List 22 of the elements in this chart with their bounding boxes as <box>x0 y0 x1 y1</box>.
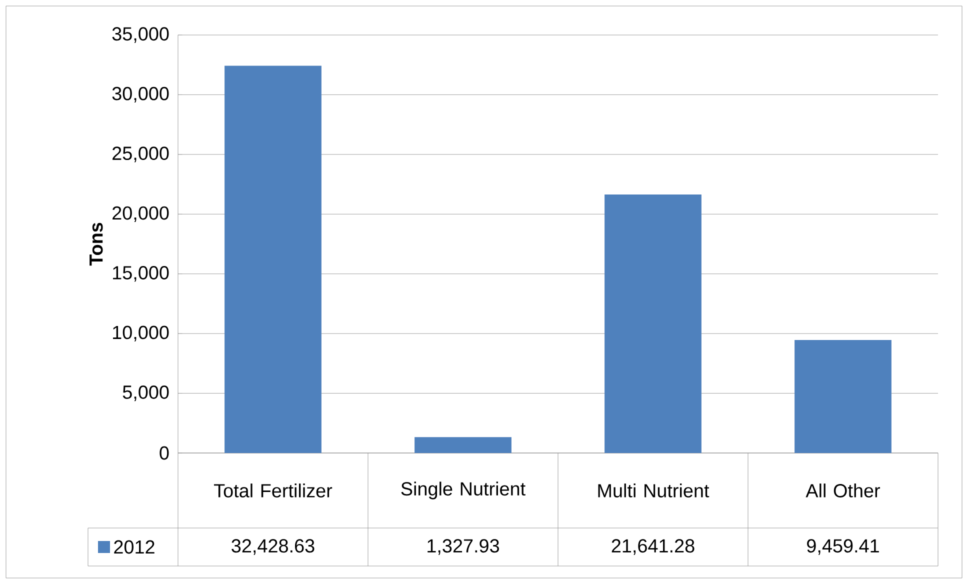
y-tick-label: 35,000 <box>112 27 169 43</box>
y-tick-label: 25,000 <box>112 146 169 162</box>
x-tick-label: Total Fertilizer <box>214 484 332 498</box>
bar <box>414 437 512 453</box>
x-tick-label: Single Nutrient <box>401 482 526 500</box>
y-tick-label: 15,000 <box>113 266 169 282</box>
text: 9,459.41 <box>807 539 879 555</box>
y-tick-label: 10,000 <box>113 326 169 342</box>
bar <box>604 194 702 453</box>
y-tick-label: 0 <box>160 446 169 460</box>
bar <box>224 66 322 453</box>
bar <box>794 340 892 453</box>
text: 21,641.28 <box>612 539 694 555</box>
legend-label: 2012 <box>114 540 154 554</box>
x-tick-label: All Other <box>806 484 880 498</box>
y-axis-title: Tons <box>90 222 103 266</box>
y-tick-label: 5,000 <box>122 385 169 402</box>
text: 32,428.63 <box>232 539 314 555</box>
x-tick-label: Multi Nutrient <box>598 484 710 498</box>
y-tick-label: 20,000 <box>112 206 169 222</box>
text: 1,327.93 <box>428 539 499 555</box>
y-tick-label: 30,000 <box>112 86 169 103</box>
